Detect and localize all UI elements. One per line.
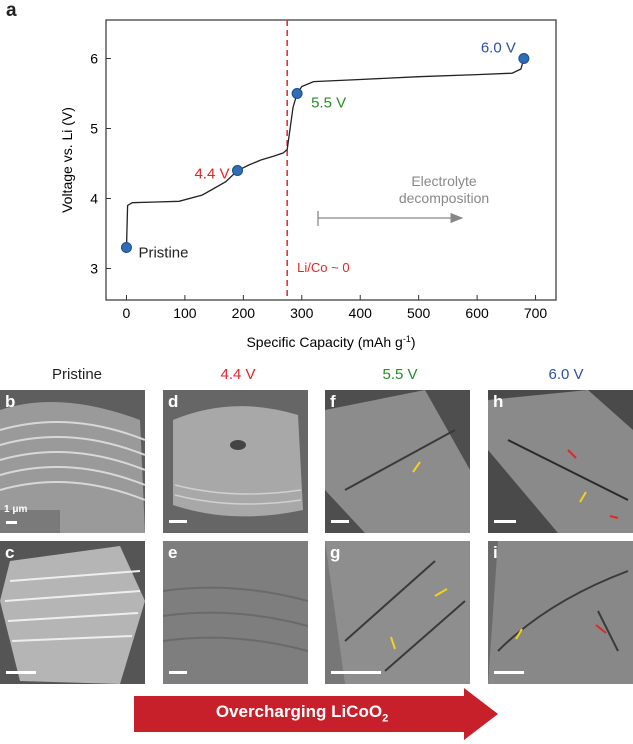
panel-letter-c: c (5, 543, 15, 562)
sem-image-d: d (163, 390, 308, 533)
data-point (518, 53, 530, 64)
data-point-label: Pristine (138, 245, 188, 262)
voltage-capacity-chart: 0 100 200 300 400 500 600 700 3 4 5 6 Li/Co ~ 0 Pri… (59, 19, 557, 350)
panel-letter-h: h (493, 392, 504, 411)
x-tick-label: 0 (123, 305, 131, 321)
annotation-line2: decomposition (399, 190, 489, 206)
sem-image-i: i (488, 541, 633, 684)
sem-image-e: e (163, 541, 308, 684)
col-title-pristine: Pristine (51, 366, 103, 383)
y-tick-label: 5 (90, 121, 98, 137)
x-tick-label: 700 (524, 305, 548, 321)
panel-letter-e: e (168, 543, 178, 562)
overcharging-arrow (134, 688, 498, 740)
yellow-arrow (434, 588, 448, 597)
data-point-label: 4.4 V (194, 166, 229, 183)
panel-letter-i: i (493, 543, 498, 562)
x-tick-label: 100 (173, 305, 197, 321)
y-tick-label: 6 (90, 51, 98, 67)
panel-letter-d: d (168, 392, 179, 411)
sem-image-h: h (488, 390, 633, 533)
scale-bar (494, 520, 516, 523)
y-tick-label: 4 (90, 191, 98, 207)
panel-letter-f: f (330, 392, 336, 411)
x-tick-label: 600 (465, 305, 489, 321)
scale-bar (331, 520, 349, 523)
red-arrow (595, 624, 607, 634)
y-tick-label: 3 (90, 261, 98, 277)
scale-bar (6, 521, 17, 524)
scale-bar (169, 671, 187, 674)
overcharging-label: Overcharging LiCoO2 (215, 702, 389, 725)
yellow-arrow (390, 636, 396, 650)
col-title-4-4v: 4.4 V (220, 366, 256, 383)
voltage-curve (125, 58, 525, 248)
scale-bar (6, 671, 36, 674)
sem-image-c: c (0, 541, 145, 684)
x-axis-title: Specific Capacity (mAh g-1) (246, 334, 415, 350)
sem-image-b: b 1 μm (0, 390, 145, 533)
yellow-arrow (412, 461, 421, 473)
plot-frame (105, 19, 557, 301)
sem-image-g: g (325, 541, 470, 684)
panel-letter-g: g (330, 543, 341, 562)
red-arrow (609, 515, 619, 519)
x-tick-label: 200 (232, 305, 256, 321)
data-point (120, 242, 132, 253)
scale-bar (331, 671, 381, 674)
x-tick-label: 400 (349, 305, 373, 321)
li-co-label: Li/Co ~ 0 (297, 260, 349, 275)
x-tick-label: 500 (407, 305, 431, 321)
data-point (231, 165, 243, 176)
data-point (291, 88, 303, 99)
yellow-arrow (515, 628, 523, 640)
x-tick-label: 300 (290, 305, 314, 321)
scale-label: 1 μm (4, 504, 28, 515)
yellow-arrow (579, 491, 587, 503)
red-arrow (567, 449, 577, 459)
col-title-6-0v: 6.0 V (548, 366, 584, 383)
sem-image-f: f (325, 390, 470, 533)
annotation-line1: Electrolyte (411, 173, 477, 189)
data-point-label: 6.0 V (481, 40, 516, 57)
panel-a-label: a (6, 0, 17, 21)
panel-letter-b: b (5, 392, 16, 411)
y-axis-title: Voltage vs. Li (V) (59, 107, 75, 213)
scale-bar (494, 671, 524, 674)
scale-bar (169, 520, 187, 523)
col-title-5-5v: 5.5 V (382, 366, 418, 383)
data-point-label: 5.5 V (311, 95, 346, 112)
